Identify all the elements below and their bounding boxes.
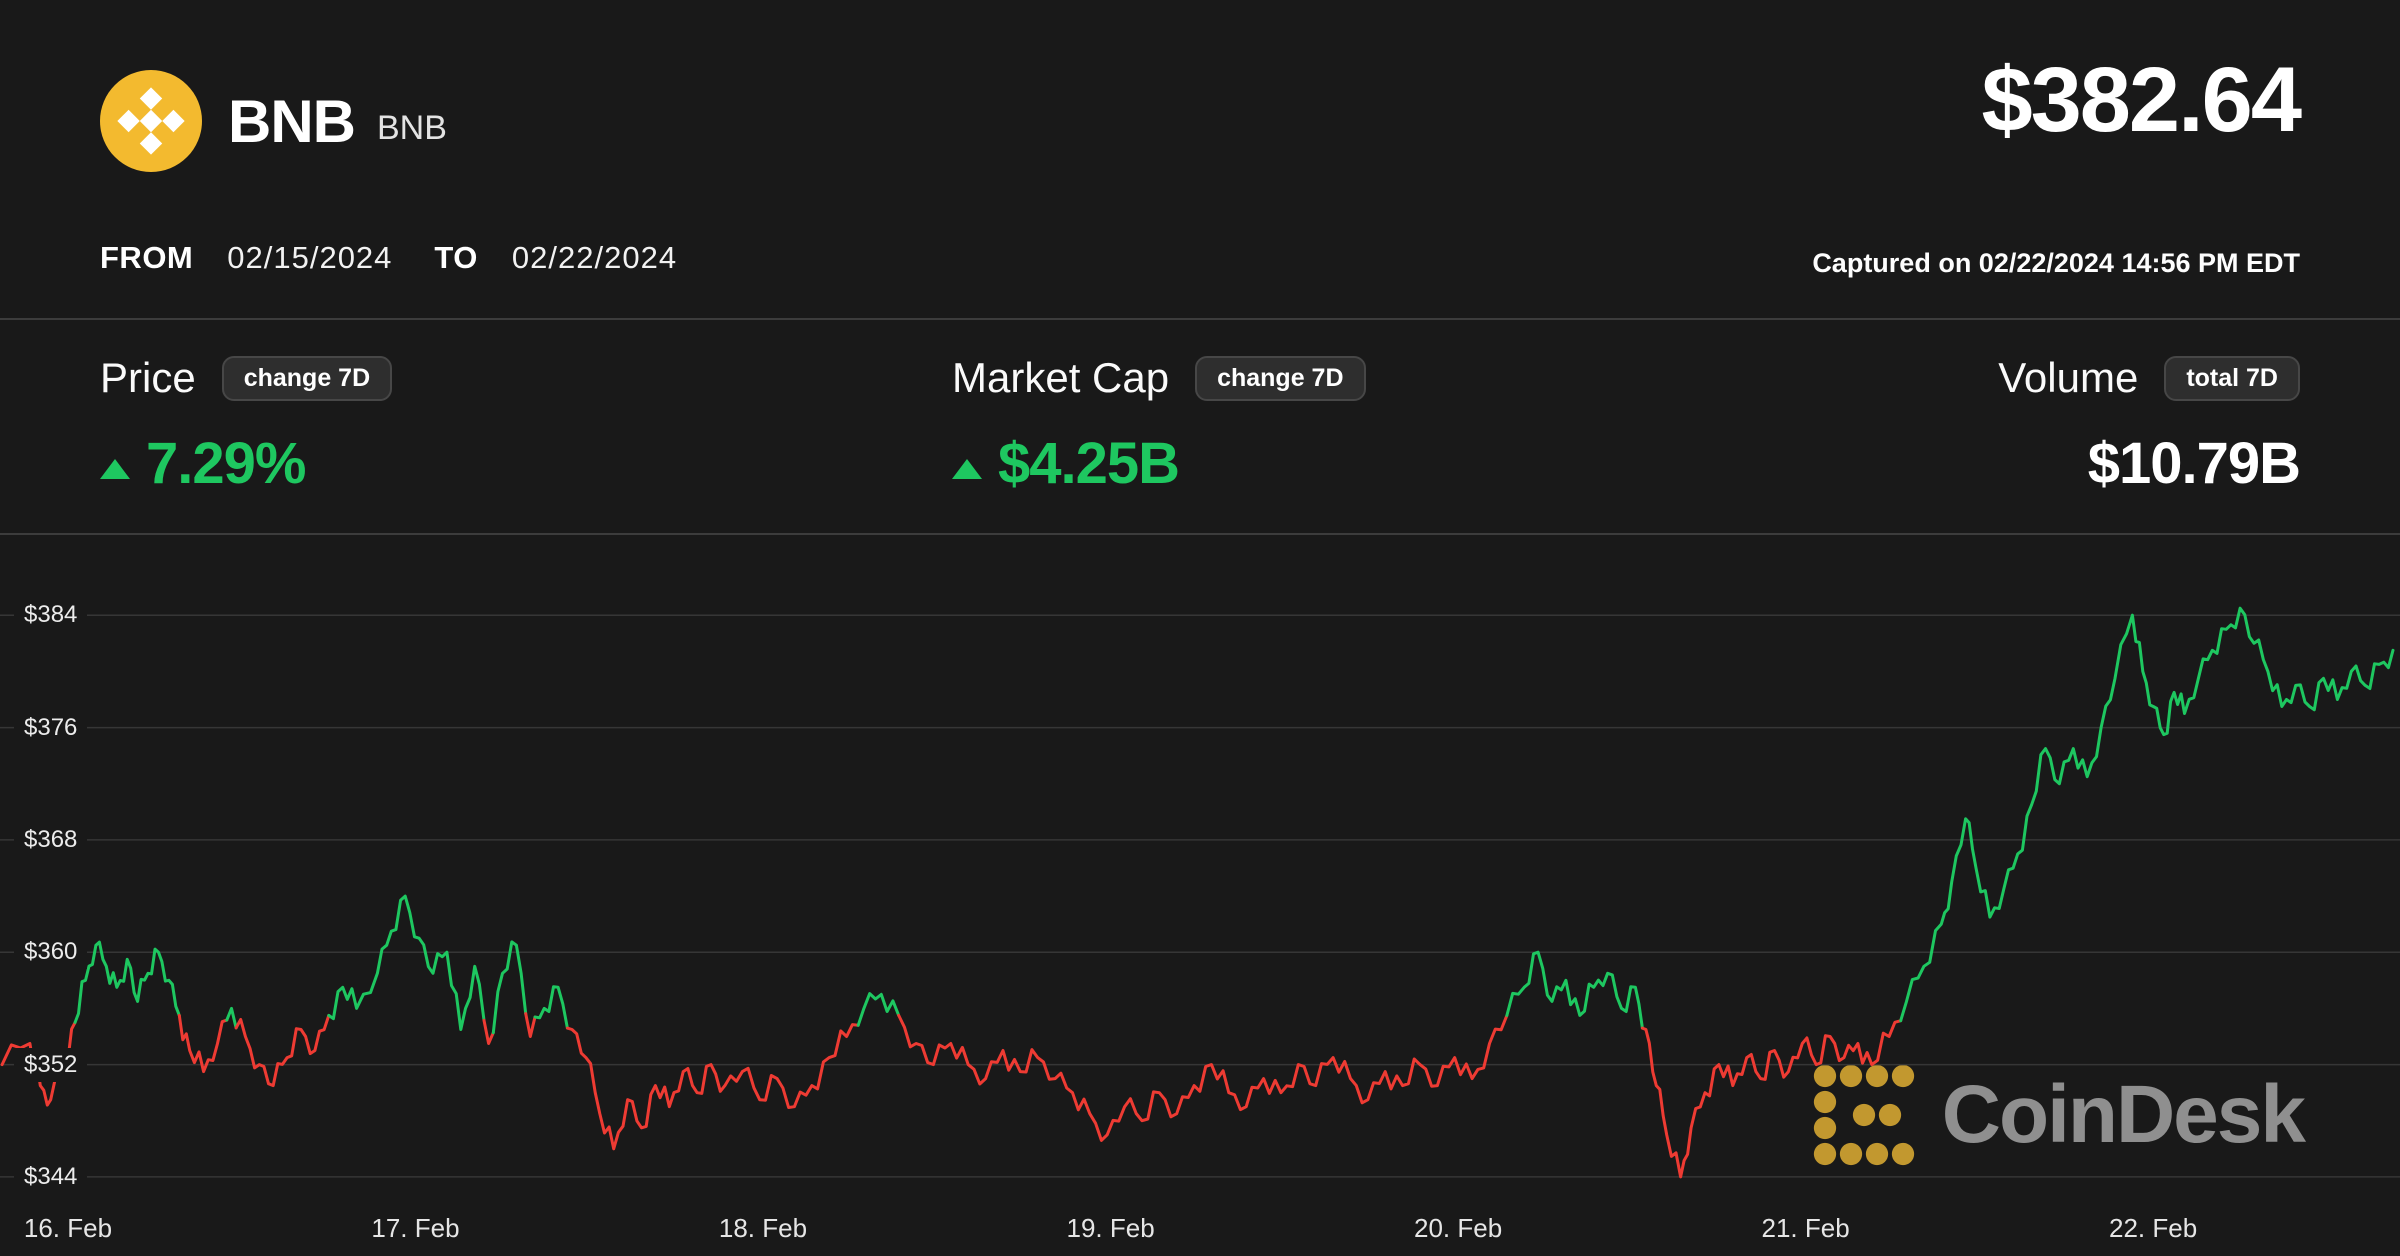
y-axis-tick: $384	[14, 598, 88, 633]
up-arrow-icon	[952, 458, 982, 479]
captured-timestamp: Captured on 02/22/2024 14:56 PM EDT	[1812, 248, 2300, 278]
date-range: FROM 02/15/2024 TO 02/22/2024	[100, 240, 677, 276]
mcap-stat-badge: change 7D	[1195, 355, 1366, 401]
x-axis-tick: 21. Feb	[1761, 1213, 1850, 1243]
x-axis-tick: 17. Feb	[371, 1213, 460, 1243]
price-stat-badge: change 7D	[221, 355, 393, 401]
volume-total-value: $10.79B	[2087, 431, 2301, 496]
price-stat-label: Price	[100, 354, 196, 401]
price-line-chart	[0, 606, 2400, 1179]
coin-name: BNB	[228, 87, 356, 155]
to-label: TO	[434, 240, 478, 275]
x-axis-tick: 18. Feb	[718, 1213, 808, 1243]
coin-ticker: BNB	[377, 108, 447, 147]
mcap-change-value: $4.25B	[998, 431, 1180, 496]
coindesk-watermark: CoinDesk	[1812, 1063, 2306, 1167]
x-axis-tick: 22. Feb	[2109, 1213, 2198, 1243]
coindesk-logo-text: CoinDesk	[1941, 1069, 2306, 1160]
coindesk-logo-icon	[1813, 1064, 1914, 1166]
price-chart: CoinDesk $344 $352 $360 $368 $376 $384 16. Fe…	[0, 545, 2400, 1256]
mcap-stat-label: Market Cap	[952, 354, 1170, 401]
volume-stat-label: Volume	[1998, 354, 2139, 401]
y-axis-tick: $360	[14, 935, 88, 970]
divider-top	[0, 318, 2400, 320]
volume-stat-badge: total 7D	[2164, 355, 2300, 401]
y-axis-tick: $352	[14, 1047, 88, 1082]
from-label: FROM	[100, 240, 194, 275]
bnb-logo-icon	[100, 70, 202, 172]
y-axis-tick: $368	[14, 822, 88, 857]
x-axis-tick: 19. Feb	[1066, 1213, 1155, 1243]
x-axis-tick: 16. Feb	[23, 1213, 113, 1243]
up-arrow-icon	[100, 458, 130, 479]
from-date: 02/15/2024	[227, 240, 393, 275]
current-price: $382.64	[1981, 49, 2302, 151]
coin-header: BNB BNB	[100, 70, 447, 172]
x-axis-tick: 20. Feb	[1414, 1213, 1503, 1243]
y-axis-tick: $344	[14, 1159, 88, 1194]
divider-bottom	[0, 533, 2400, 535]
y-axis-tick: $376	[14, 710, 88, 745]
price-change-value: 7.29%	[146, 431, 306, 496]
to-date: 02/22/2024	[511, 240, 678, 275]
